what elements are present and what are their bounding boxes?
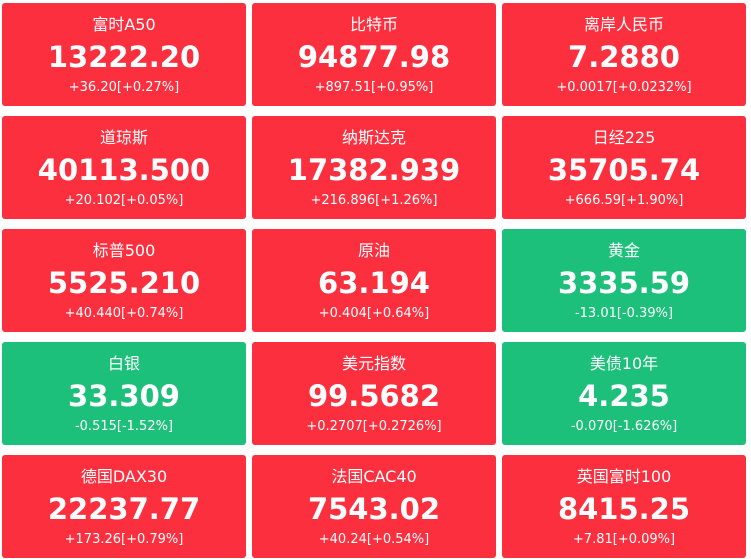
- quote-name: 原油: [357, 241, 390, 260]
- quote-change: +216.896[+1.26%]: [310, 193, 438, 208]
- quote-price: 7.2880: [568, 40, 680, 74]
- quote-price: 35705.74: [547, 153, 701, 187]
- quote-tile[interactable]: 德国DAX30 22237.77 +173.26[+0.79%]: [2, 455, 246, 558]
- quote-change: +40.24[+0.54%]: [318, 532, 430, 547]
- quote-name: 英国富时100: [576, 467, 672, 486]
- quote-price: 7543.02: [307, 492, 441, 526]
- quote-name: 法国CAC40: [331, 467, 417, 486]
- quote-price: 3335.59: [557, 266, 691, 300]
- quote-name: 标普500: [92, 241, 156, 260]
- quote-tile[interactable]: 离岸人民币 7.2880 +0.0017[+0.0232%]: [502, 3, 746, 106]
- quote-change: +0.2707[+0.2726%]: [306, 419, 442, 434]
- quote-tile[interactable]: 美债10年 4.235 -0.070[-1.626%]: [502, 342, 746, 445]
- quote-name: 美债10年: [589, 354, 659, 373]
- quote-change: +40.440[+0.74%]: [64, 306, 184, 321]
- quote-name: 富时A50: [92, 15, 156, 34]
- quote-name: 离岸人民币: [583, 15, 664, 34]
- quote-price: 99.5682: [307, 379, 441, 413]
- quote-price: 94877.98: [297, 40, 451, 74]
- quote-name: 白银: [107, 354, 140, 373]
- quote-name: 道琼斯: [99, 128, 148, 147]
- quote-change: +20.102[+0.05%]: [64, 193, 184, 208]
- quote-tile[interactable]: 道琼斯 40113.500 +20.102[+0.05%]: [2, 116, 246, 219]
- quote-tile[interactable]: 日经225 35705.74 +666.59[+1.90%]: [502, 116, 746, 219]
- quote-price: 22237.77: [47, 492, 201, 526]
- quote-tile[interactable]: 富时A50 13222.20 +36.20[+0.27%]: [2, 3, 246, 106]
- quote-tile[interactable]: 白银 33.309 -0.515[-1.52%]: [2, 342, 246, 445]
- quote-price: 8415.25: [557, 492, 691, 526]
- quote-name: 比特币: [349, 15, 398, 34]
- quote-price: 13222.20: [47, 40, 201, 74]
- quote-tile[interactable]: 比特币 94877.98 +897.51[+0.95%]: [252, 3, 496, 106]
- quote-change: +0.404[+0.64%]: [318, 306, 430, 321]
- quote-tile[interactable]: 英国富时100 8415.25 +7.81[+0.09%]: [502, 455, 746, 558]
- quote-price: 40113.500: [37, 153, 211, 187]
- quote-tile[interactable]: 原油 63.194 +0.404[+0.64%]: [252, 229, 496, 332]
- quote-change: -13.01[-0.39%]: [574, 306, 674, 321]
- quote-change: -0.070[-1.626%]: [570, 419, 678, 434]
- quote-change: +0.0017[+0.0232%]: [556, 80, 692, 95]
- quote-name: 德国DAX30: [80, 467, 168, 486]
- quote-name: 美元指数: [341, 354, 406, 373]
- quote-price: 63.194: [318, 266, 430, 300]
- quote-tile[interactable]: 美元指数 99.5682 +0.2707[+0.2726%]: [252, 342, 496, 445]
- quote-tile[interactable]: 法国CAC40 7543.02 +40.24[+0.54%]: [252, 455, 496, 558]
- quote-price: 17382.939: [287, 153, 461, 187]
- quote-change: -0.515[-1.52%]: [74, 419, 174, 434]
- quote-change: +173.26[+0.79%]: [64, 532, 184, 547]
- quote-price: 33.309: [68, 379, 180, 413]
- quote-change: +36.20[+0.27%]: [68, 80, 180, 95]
- quote-change: +666.59[+1.90%]: [564, 193, 684, 208]
- quote-name: 纳斯达克: [341, 128, 406, 147]
- quote-tile[interactable]: 标普500 5525.210 +40.440[+0.74%]: [2, 229, 246, 332]
- quote-name: 日经225: [592, 128, 656, 147]
- quote-change: +897.51[+0.95%]: [314, 80, 434, 95]
- quote-tile[interactable]: 黄金 3335.59 -13.01[-0.39%]: [502, 229, 746, 332]
- quote-change: +7.81[+0.09%]: [572, 532, 676, 547]
- quote-tile[interactable]: 纳斯达克 17382.939 +216.896[+1.26%]: [252, 116, 496, 219]
- quote-price: 4.235: [578, 379, 670, 413]
- quote-grid: 富时A50 13222.20 +36.20[+0.27%] 比特币 94877.98 +8…: [2, 3, 746, 558]
- quote-price: 5525.210: [47, 266, 201, 300]
- quote-name: 黄金: [607, 241, 640, 260]
